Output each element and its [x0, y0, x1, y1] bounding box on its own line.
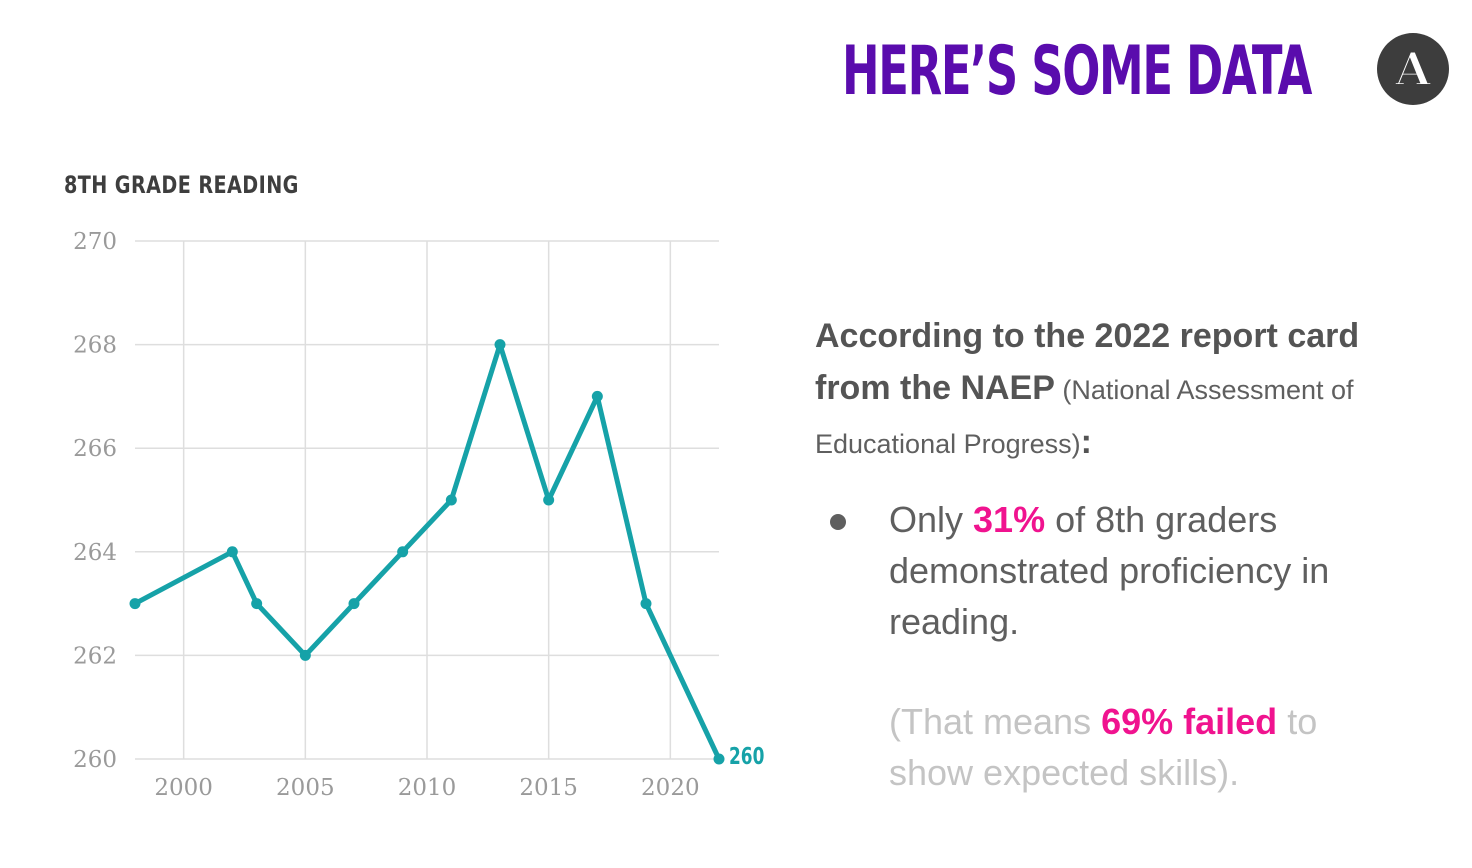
intro-bold-text: According to the 2022 report card from t… — [815, 317, 1360, 407]
intro-paren-text: (National Assessment of Educational Prog… — [815, 375, 1354, 459]
data-point — [591, 390, 603, 402]
data-point — [251, 598, 263, 610]
bullet-highlight: 31% — [973, 499, 1046, 540]
y-tick-label: 270 — [73, 229, 117, 255]
data-point — [713, 753, 725, 765]
y-tick-label: 260 — [73, 747, 117, 773]
note-pre: (That means — [889, 701, 1102, 742]
data-point — [299, 649, 311, 661]
logo-letter: A — [1394, 42, 1432, 96]
intro-paragraph: According to the 2022 report card from t… — [815, 310, 1435, 470]
x-tick-label: 2000 — [154, 775, 213, 801]
x-tick-label: 2010 — [398, 775, 457, 801]
y-tick-label: 268 — [73, 333, 117, 359]
data-point — [129, 598, 141, 610]
bullet-pre: Only — [889, 499, 974, 540]
note-text: (That means 69% failed to show expected … — [889, 696, 1409, 798]
data-point — [445, 494, 457, 506]
y-tick-label: 266 — [73, 436, 117, 462]
x-tick-label: 2015 — [519, 775, 578, 801]
data-point — [226, 546, 238, 558]
bullet-post: of 8th graders demonstrated proficiency … — [889, 499, 1330, 642]
note-post: to show expected skills). — [889, 701, 1318, 793]
end-value-label: 260 — [729, 742, 764, 769]
y-tick-label: 264 — [73, 540, 117, 566]
chart-title: 8TH GRADE READING — [64, 171, 299, 199]
line-chart: 260 262 264 266 268 270 2000 2005 2010 2015 2020 26… — [73, 229, 764, 801]
page-title: HERE’S SOME DATA — [842, 32, 1312, 111]
note-highlight: 69% failed — [1101, 701, 1278, 742]
data-point — [543, 494, 555, 506]
logo-icon: A — [1377, 33, 1449, 105]
data-point — [494, 339, 506, 351]
series-line — [132, 342, 722, 762]
data-point — [640, 598, 652, 610]
x-tick-label: 2020 — [641, 775, 700, 801]
data-point — [397, 546, 409, 558]
y-tick-label: 262 — [73, 643, 117, 669]
bullet-text: Only 31% of 8th graders demonstrated pro… — [889, 494, 1409, 647]
intro-colon: : — [1080, 423, 1092, 461]
bullet-icon — [830, 514, 846, 530]
data-point — [348, 598, 360, 610]
x-tick-label: 2005 — [276, 775, 335, 801]
